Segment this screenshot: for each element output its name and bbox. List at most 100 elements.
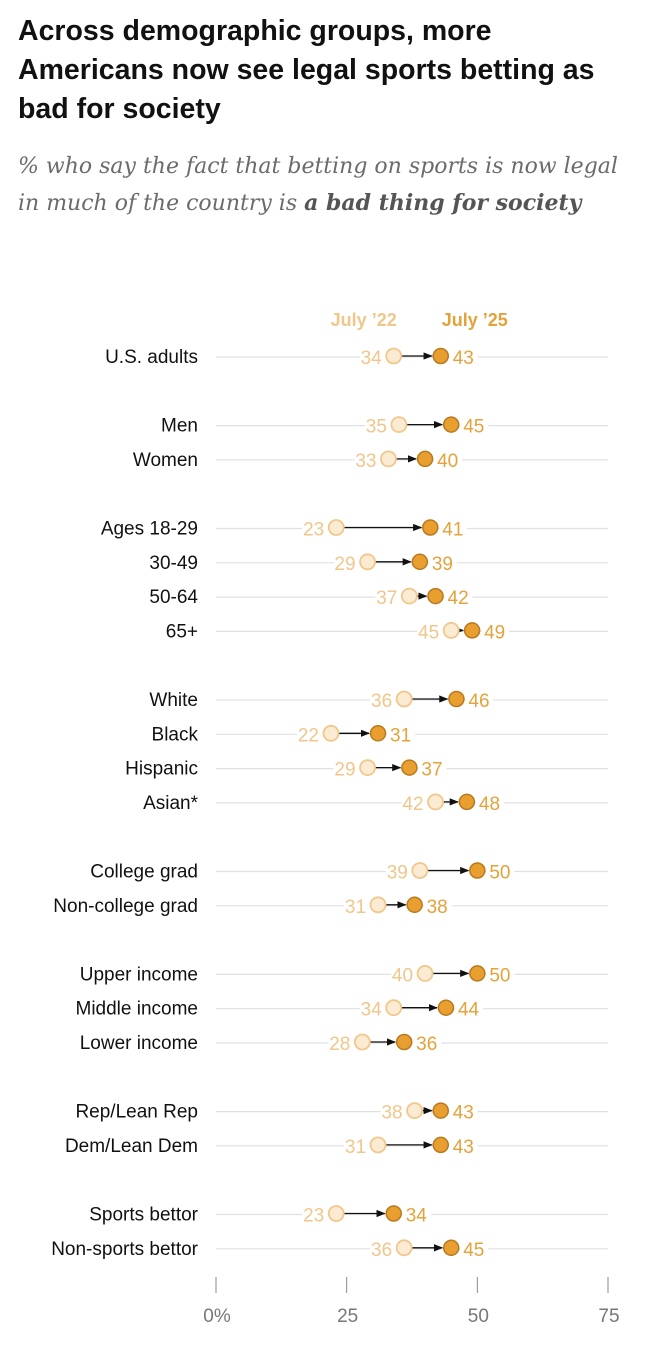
- value-label-2025: 41: [442, 520, 463, 541]
- row-label: U.S. adults: [105, 347, 198, 368]
- label-bg: [417, 619, 444, 642]
- value-label-2025: 34: [406, 1206, 428, 1227]
- value-label-2022: 39: [387, 863, 408, 884]
- label-bg: [460, 413, 489, 436]
- dot-2025: [458, 793, 476, 811]
- label-bg: [375, 585, 402, 608]
- row-label: Rep/Lean Rep: [75, 1102, 198, 1123]
- dot-2025: [448, 690, 465, 708]
- value-label-2022: 40: [392, 965, 413, 986]
- value-label-2022: 34: [361, 1000, 383, 1021]
- value-label-2022: 36: [371, 691, 392, 712]
- label-bg: [385, 859, 412, 882]
- subtitle-text: % who say the fact that betting on sport…: [18, 154, 618, 216]
- row-label: College grad: [90, 862, 198, 883]
- dot-2022: [395, 1239, 413, 1257]
- label-bg: [359, 996, 386, 1019]
- chart-title: Across demographic groups, more American…: [18, 15, 595, 125]
- dot-2022: [327, 519, 345, 536]
- dot-2025: [427, 587, 444, 605]
- label-bg: [296, 722, 323, 745]
- value-label-2025: 42: [448, 588, 469, 609]
- value-label-2022: 29: [334, 554, 355, 575]
- label-bg: [359, 345, 386, 367]
- value-label-2022: 23: [303, 520, 324, 541]
- value-label-2022: 34: [361, 348, 383, 369]
- row-label: White: [149, 690, 198, 711]
- label-bg: [481, 619, 510, 642]
- dot-2025: [411, 553, 429, 571]
- label-bg: [449, 345, 478, 367]
- label-bg: [454, 996, 483, 1019]
- label-bg: [444, 585, 473, 608]
- dot-2022: [369, 1136, 387, 1154]
- value-label-2025: 31: [390, 725, 411, 746]
- row-label: Black: [152, 724, 199, 745]
- value-label-2025: 43: [453, 1103, 474, 1124]
- value-label-2025: 36: [416, 1034, 437, 1055]
- dot-2025: [442, 1239, 460, 1257]
- label-bg: [449, 1133, 478, 1156]
- row-label: Sports bettor: [89, 1205, 198, 1226]
- label-bg: [364, 413, 391, 436]
- dot-2025: [437, 999, 455, 1016]
- value-label-2025: 39: [432, 554, 453, 575]
- dot-2022: [385, 347, 403, 365]
- dot-2025: [369, 725, 387, 742]
- dot-2025: [395, 1033, 413, 1051]
- value-label-2025: 50: [489, 965, 510, 986]
- value-label-2025: 49: [484, 622, 505, 643]
- label-bg: [428, 550, 457, 573]
- row-label: Lower income: [80, 1033, 198, 1054]
- dot-2022: [427, 793, 444, 811]
- label-bg: [402, 1202, 431, 1225]
- value-label-2025: 44: [458, 1000, 480, 1021]
- row-label: Dem/Lean Dem: [65, 1136, 198, 1157]
- row-label: Men: [161, 416, 198, 437]
- value-label-2022: 35: [366, 417, 387, 438]
- row-label: Ages 18-29: [101, 519, 198, 540]
- value-label-2025: 48: [479, 794, 500, 815]
- label-bg: [423, 893, 452, 916]
- legend-july-25: July ’25: [442, 310, 508, 330]
- dot-2025: [463, 622, 481, 639]
- value-label-2022: 37: [376, 588, 397, 609]
- dot-2025: [385, 1205, 402, 1222]
- dot-2022: [390, 416, 408, 434]
- value-label-2022: 29: [334, 760, 355, 781]
- legend-july-22: July ’22: [331, 310, 397, 330]
- value-label-2025: 40: [437, 451, 458, 472]
- value-label-2025: 37: [421, 760, 442, 781]
- row-label: Upper income: [80, 964, 198, 985]
- label-bg: [302, 516, 329, 539]
- value-label-2022: 33: [355, 451, 376, 472]
- label-bg: [449, 1099, 478, 1122]
- dot-2025: [416, 450, 434, 468]
- chart-subtitle: % who say the fact that betting on sport…: [18, 148, 638, 222]
- label-bg: [486, 962, 515, 985]
- value-label-2022: 38: [381, 1103, 402, 1124]
- dot-2022: [395, 690, 413, 708]
- dot-2022: [380, 450, 397, 468]
- label-bg: [344, 893, 371, 916]
- x-tick-label: 0%: [203, 1306, 231, 1327]
- row-label: Non-sports bettor: [51, 1239, 198, 1260]
- value-label-2022: 42: [402, 794, 423, 815]
- subtitle-emphasis: a bad thing for society: [304, 190, 582, 216]
- dot-2022: [327, 1205, 345, 1222]
- label-bg: [354, 447, 381, 470]
- value-label-2022: 31: [345, 897, 366, 918]
- label-bg: [439, 516, 468, 539]
- dot-2025: [422, 519, 439, 536]
- dot-2022: [385, 999, 403, 1017]
- row-label: 65+: [166, 621, 198, 642]
- dot-2025: [469, 965, 486, 982]
- label-bg: [475, 790, 504, 813]
- row-label: Women: [133, 450, 198, 471]
- value-label-2025: 50: [489, 863, 510, 884]
- label-bg: [333, 756, 360, 779]
- value-label-2025: 45: [463, 1240, 484, 1261]
- label-bg: [387, 722, 416, 745]
- value-label-2025: 43: [453, 348, 474, 369]
